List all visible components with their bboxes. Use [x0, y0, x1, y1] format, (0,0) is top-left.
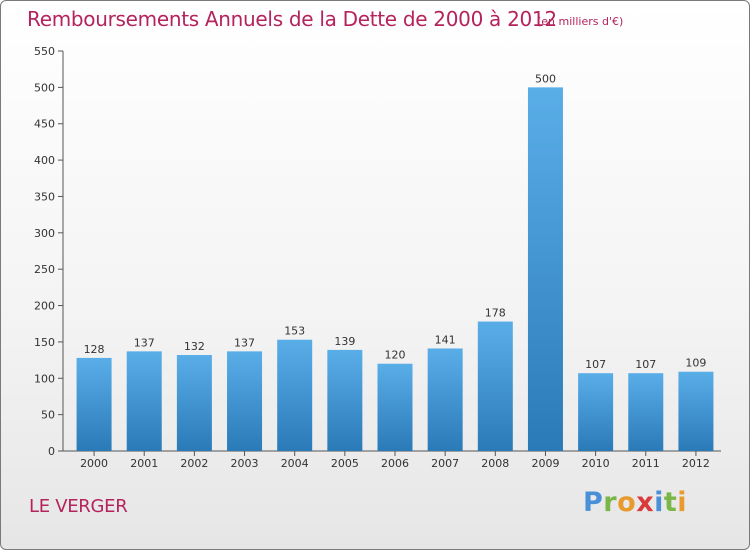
x-tick-label: 2005 [331, 457, 359, 470]
x-tick-label: 2000 [80, 457, 108, 470]
y-tick-label: 400 [34, 154, 55, 167]
bar-value-label: 107 [585, 358, 606, 371]
bar [628, 373, 664, 451]
logo-letter: i [677, 487, 688, 518]
bar [76, 357, 112, 451]
y-tick-label: 100 [34, 372, 55, 385]
x-tick-label: 2006 [381, 457, 409, 470]
y-tick-label: 50 [41, 409, 55, 422]
bar-value-label: 178 [485, 307, 506, 320]
logo-letter: P [583, 487, 604, 518]
x-tick-label: 2004 [281, 457, 309, 470]
proxiti-logo: Proxiti [583, 487, 687, 518]
commune-name: LE VERGER [29, 496, 128, 517]
y-tick-label: 200 [34, 300, 55, 313]
x-tick-label: 2012 [682, 457, 710, 470]
logo-letter: t [663, 487, 678, 518]
logo-letter: x [636, 487, 655, 518]
bar-value-label: 137 [134, 336, 155, 349]
x-tick-label: 2003 [231, 457, 259, 470]
bar [277, 339, 313, 451]
y-tick-label: 250 [34, 263, 55, 276]
x-tick-label: 2010 [582, 457, 610, 470]
bar-value-label: 141 [435, 333, 456, 346]
bar [527, 87, 563, 451]
bar [176, 355, 212, 451]
bar [126, 351, 162, 451]
bar-value-label: 139 [334, 335, 355, 348]
bar [578, 373, 614, 451]
bar-chart: 0 50 100 150 200 250 300 350 400 450 500 550 128 2000… [34, 45, 721, 470]
chart-unit: (en milliers d'€) [537, 15, 624, 28]
x-tick-label: 2011 [632, 457, 660, 470]
bar-value-label: 137 [234, 336, 255, 349]
bar [678, 371, 714, 451]
logo-letter: r [603, 487, 618, 518]
y-tick-label: 500 [34, 81, 55, 94]
bar-value-label: 153 [284, 325, 305, 338]
bar-value-label: 107 [635, 358, 656, 371]
bar-value-label: 500 [535, 72, 556, 85]
bar [427, 348, 463, 451]
bar-value-label: 128 [84, 343, 105, 356]
y-tick-label: 350 [34, 190, 55, 203]
x-tick-label: 2002 [180, 457, 208, 470]
chart-title: Remboursements Annuels de la Dette de 20… [27, 7, 557, 31]
bar-value-label: 120 [385, 349, 406, 362]
y-tick-label: 550 [34, 45, 55, 58]
bar [477, 321, 513, 451]
bar [227, 351, 263, 451]
logo-letter: i [654, 487, 664, 518]
logo-letter: o [617, 487, 637, 518]
bar-value-label: 109 [685, 357, 706, 370]
x-tick-label: 2007 [431, 457, 459, 470]
y-tick-label: 450 [34, 118, 55, 131]
y-tick-label: 0 [48, 445, 55, 458]
bar [377, 363, 413, 451]
x-tick-label: 2009 [531, 457, 559, 470]
y-tick-label: 150 [34, 336, 55, 349]
bar-value-label: 132 [184, 340, 205, 353]
y-tick-label: 300 [34, 227, 55, 240]
x-tick-label: 2008 [481, 457, 509, 470]
x-tick-label: 2001 [130, 457, 158, 470]
bar [327, 349, 363, 451]
